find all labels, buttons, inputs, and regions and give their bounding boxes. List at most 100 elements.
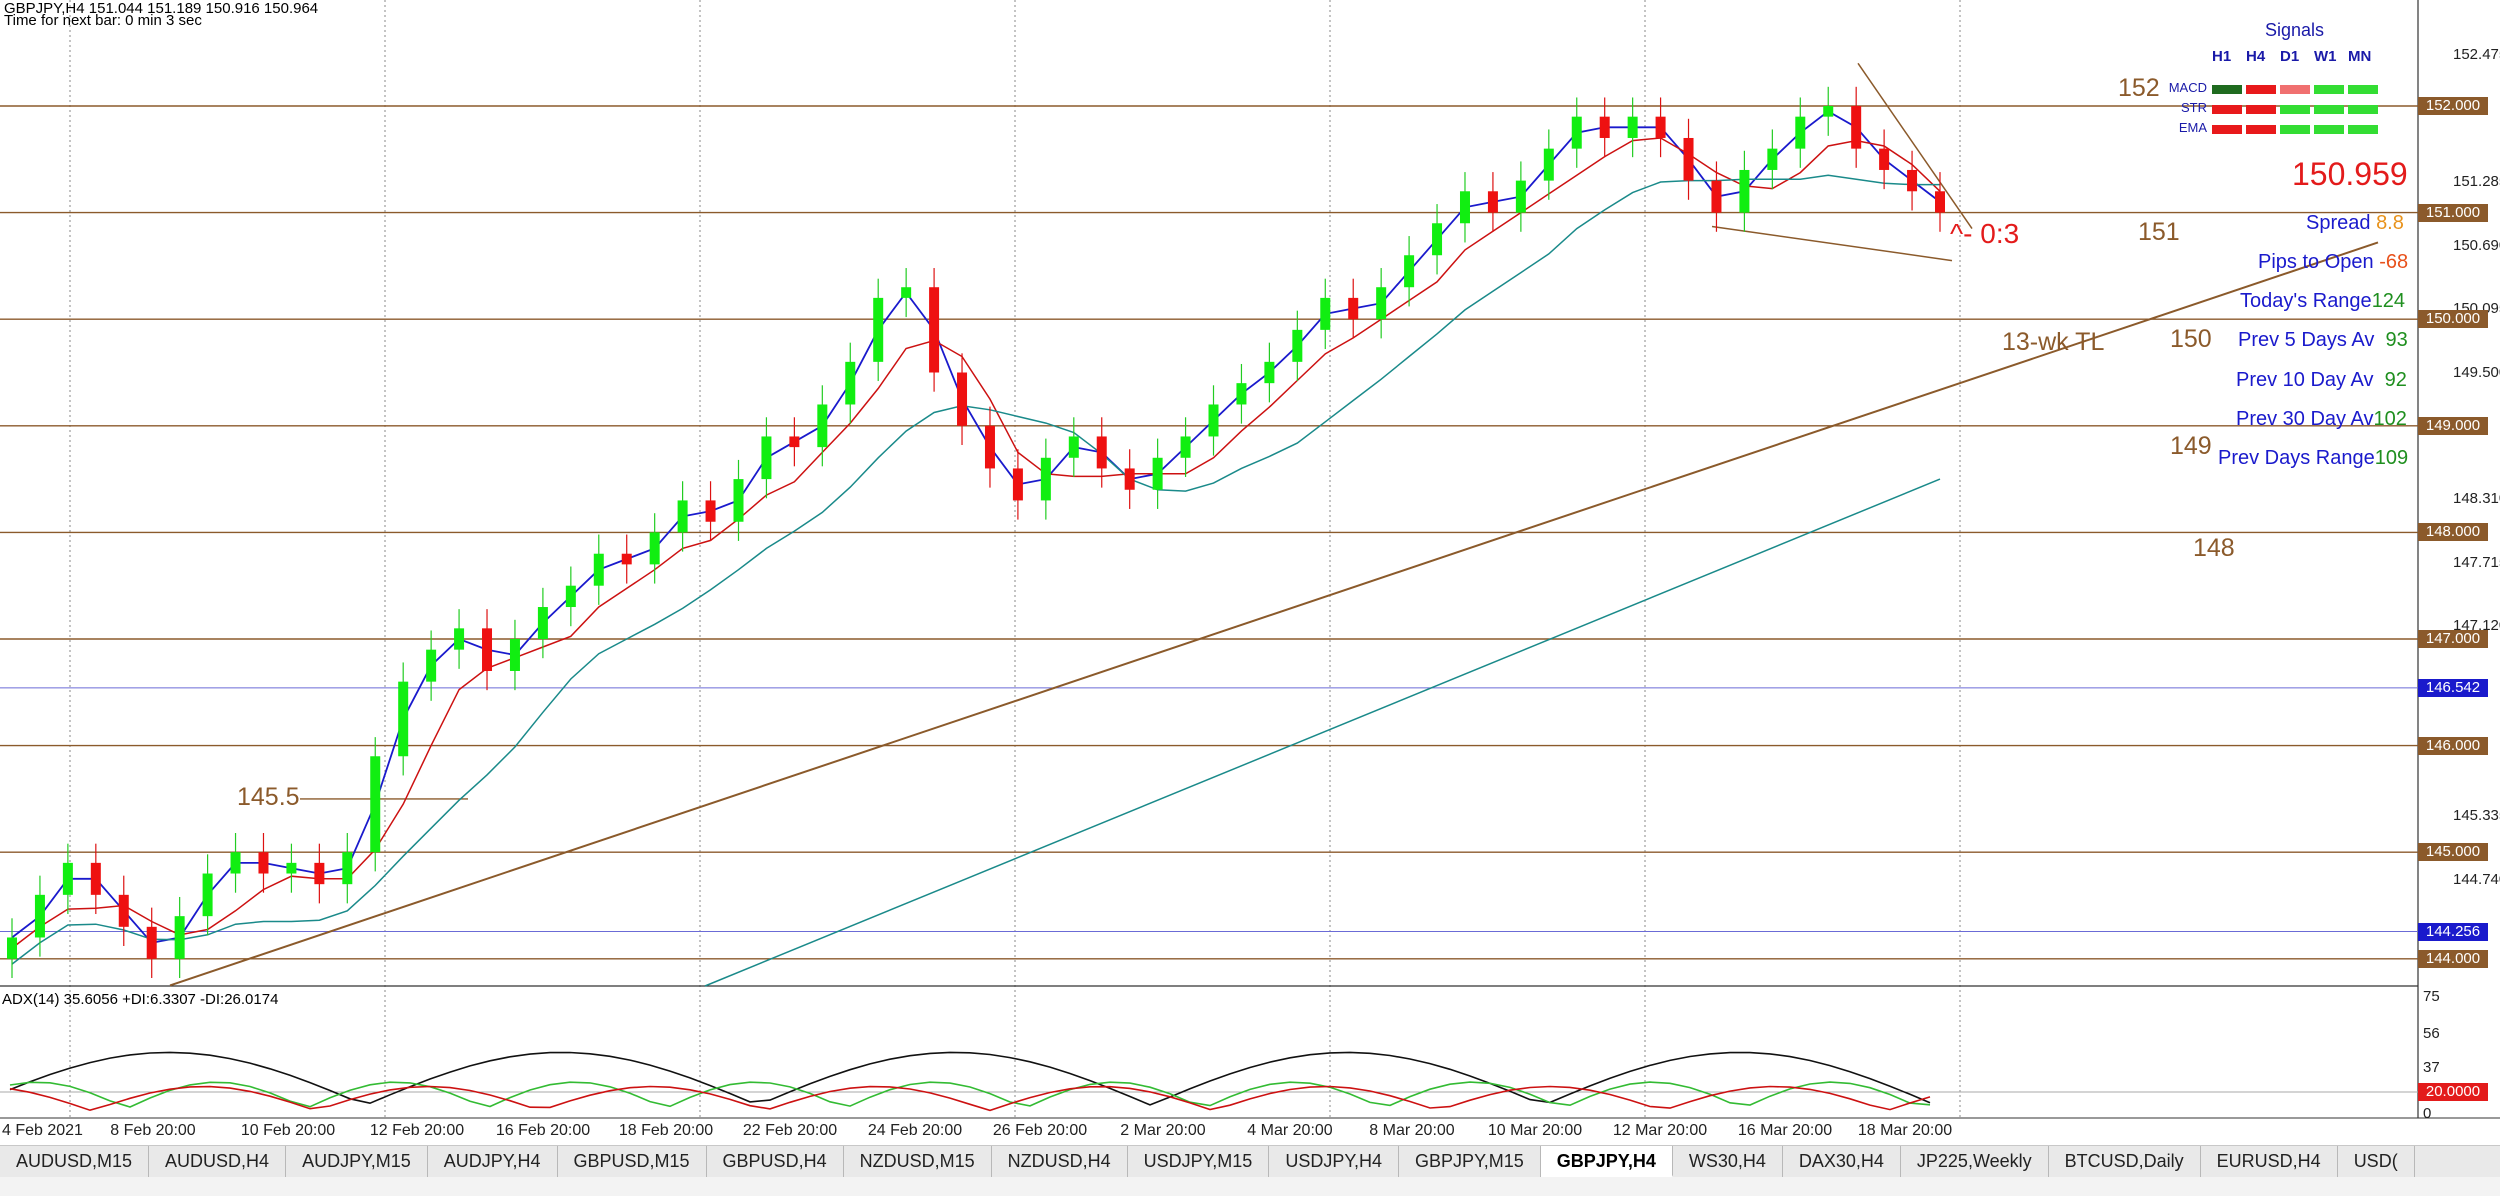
candle: [1515, 180, 1526, 213]
candle: [957, 372, 968, 426]
wedge-lower-line: [1711, 225, 1953, 262]
time-axis-label: 10 Mar 20:00: [1487, 1122, 1583, 1139]
adx-scale-75: 75: [2423, 988, 2440, 1005]
price-chart[interactable]: [0, 0, 2500, 1145]
time-axis-label: 2 Mar 20:00: [1120, 1122, 1206, 1139]
candle: [705, 500, 716, 522]
tab-usd-[interactable]: USD(: [2338, 1146, 2415, 1177]
prev10-value: 92: [2384, 369, 2407, 391]
level-label-151: 151: [2138, 218, 2180, 246]
candle: [1208, 404, 1219, 437]
price-arrow-note: ^- 0:3: [1950, 218, 2020, 249]
candle: [286, 862, 297, 874]
candle: [1236, 383, 1247, 405]
tab-jp225-weekly[interactable]: JP225,Weekly: [1901, 1146, 2049, 1177]
level-label-145-5: 145.5: [237, 783, 300, 811]
pips-value: -68: [2379, 251, 2409, 273]
adx-scale-0: 0: [2423, 1105, 2432, 1122]
tab-gbpjpy-m15[interactable]: GBPJPY,M15: [1399, 1146, 1541, 1177]
price-scale-tick: 144.740: [2453, 870, 2500, 888]
signal-cell: [2246, 125, 2276, 134]
time-axis-label: 24 Feb 20:00: [867, 1122, 963, 1139]
tab-audjpy-h4[interactable]: AUDJPY,H4: [428, 1146, 558, 1177]
signal-cell: [2314, 125, 2344, 134]
tab-gbpusd-h4[interactable]: GBPUSD,H4: [707, 1146, 844, 1177]
tab-ws30-h4[interactable]: WS30,H4: [1673, 1146, 1783, 1177]
prev30-label: Prev 30 Day Av: [2236, 408, 2374, 430]
todays-range-row: Today's Range124: [2240, 290, 2405, 313]
signal-cell: [2280, 85, 2310, 94]
tab-gbpusd-m15[interactable]: GBPUSD,M15: [558, 1146, 707, 1177]
price-level-label: 144.256: [2418, 922, 2488, 941]
signal-row-ema: EMA: [2178, 120, 2207, 135]
time-axis-label: 4 Mar 20:00: [1247, 1122, 1333, 1139]
candle: [1655, 116, 1666, 138]
candle: [1739, 169, 1750, 213]
candle: [174, 916, 185, 959]
current-price: 150.959: [2292, 156, 2408, 192]
tab-audusd-h4[interactable]: AUDUSD,H4: [149, 1146, 287, 1177]
today-value: 124: [2371, 290, 2406, 312]
price-scale-tick: 150.690: [2453, 236, 2500, 254]
price-scale-tick: 149.500: [2453, 363, 2500, 381]
price-scale-tick: 147.715: [2453, 553, 2500, 571]
time-axis-label: 12 Mar 20:00: [1612, 1122, 1708, 1139]
spread-row: Spread 8.8: [2306, 212, 2404, 235]
prev5-row: Prev 5 Days Av 93: [2238, 329, 2408, 352]
candle: [1459, 191, 1470, 224]
adx-line: [9, 1051, 1931, 1106]
candle: [1320, 297, 1331, 330]
candle: [1935, 191, 1945, 213]
candle: [1096, 436, 1107, 469]
tab-eurusd-h4[interactable]: EURUSD,H4: [2201, 1146, 2338, 1177]
price-scale-tick: 151.285: [2453, 173, 2500, 191]
candle: [761, 436, 772, 480]
time-axis-label: 26 Feb 20:00: [992, 1122, 1088, 1139]
signal-col-d1: D1: [2280, 48, 2300, 65]
tab-nzdusd-h4[interactable]: NZDUSD,H4: [992, 1146, 1128, 1177]
tab-usdjpy-h4[interactable]: USDJPY,H4: [1269, 1146, 1400, 1177]
tab-gbpjpy-h4[interactable]: GBPJPY,H4: [1540, 1146, 1673, 1177]
price-level-label: 145.000: [2418, 843, 2488, 862]
candle: [649, 532, 660, 565]
candle: [482, 628, 493, 671]
candle: [873, 297, 884, 362]
candle: [314, 862, 325, 885]
candle: [845, 361, 856, 405]
candle: [1711, 180, 1722, 213]
candle: [1571, 116, 1582, 149]
candle: [1599, 116, 1610, 138]
candle: [258, 852, 269, 874]
ema-200-line: [704, 478, 1941, 987]
time-axis-label: 22 Feb 20:00: [742, 1122, 838, 1139]
tab-audjpy-m15[interactable]: AUDJPY,M15: [286, 1146, 428, 1177]
price-level-label: 149.000: [2418, 416, 2488, 435]
plus-di-line: [9, 1081, 1931, 1108]
candle: [1012, 468, 1023, 501]
candle: [789, 436, 800, 448]
time-axis-label: 16 Mar 20:00: [1737, 1122, 1833, 1139]
candle: [537, 607, 548, 639]
minus-di-line: [9, 1085, 1931, 1112]
chart-symbol-header: GBPJPY,H4 151.044 151.189 150.916 150.96…: [4, 0, 319, 17]
tab-nzdusd-m15[interactable]: NZDUSD,M15: [844, 1146, 992, 1177]
tab-usdjpy-m15[interactable]: USDJPY,M15: [1128, 1146, 1270, 1177]
signal-cell: [2314, 85, 2344, 94]
candle: [1627, 116, 1638, 138]
tab-audusd-m15[interactable]: AUDUSD,M15: [0, 1146, 150, 1177]
signal-cell: [2212, 125, 2242, 134]
candle: [1683, 137, 1694, 181]
prev30-value: 102: [2373, 408, 2407, 430]
tab-dax30-h4[interactable]: DAX30,H4: [1783, 1146, 1901, 1177]
ema-fast-line: [11, 110, 1941, 944]
candle: [118, 894, 129, 927]
time-axis-label: 8 Mar 20:00: [1369, 1122, 1455, 1139]
tab-btcusd-daily[interactable]: BTCUSD,Daily: [2049, 1146, 2201, 1177]
status-bar: [0, 1177, 2500, 1196]
time-axis-label: 8 Feb 20:00: [110, 1122, 196, 1139]
price-level-label: 151.000: [2418, 203, 2488, 222]
candle: [1152, 457, 1163, 490]
time-axis-label: 18 Feb 20:00: [618, 1122, 714, 1139]
signal-col-mn: MN: [2348, 48, 2372, 65]
